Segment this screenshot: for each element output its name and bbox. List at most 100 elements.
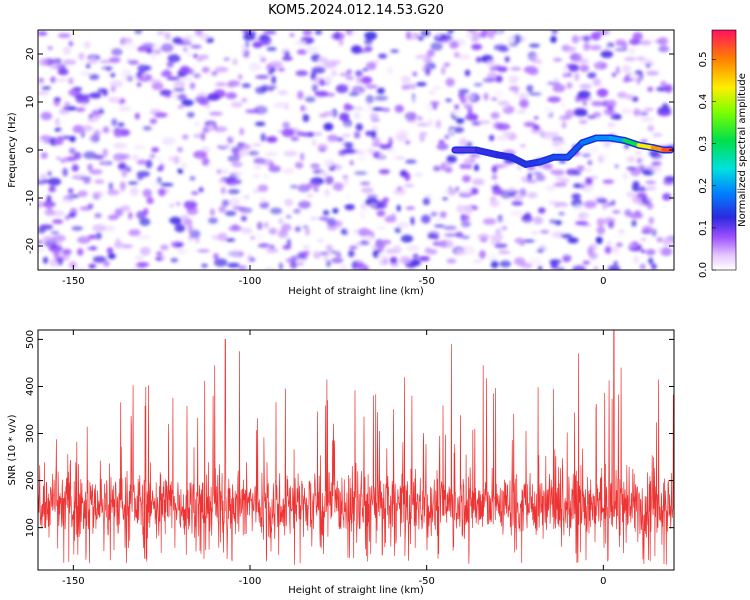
noise-blob (38, 91, 50, 95)
noise-blob (637, 244, 642, 250)
noise-blob (94, 213, 102, 219)
noise-blob (551, 169, 565, 176)
noise-blob (83, 179, 91, 184)
noise-blob (445, 77, 455, 87)
noise-blob (552, 84, 566, 93)
noise-blob (252, 189, 261, 193)
noise-blob (662, 193, 672, 201)
noise-blob (136, 82, 142, 87)
noise-blob (345, 75, 354, 80)
noise-blob (647, 125, 655, 132)
noise-blob (313, 251, 322, 259)
signal-track-segment (509, 155, 528, 167)
noise-blob (502, 226, 507, 230)
noise-blob (317, 239, 325, 243)
noise-blob (297, 90, 304, 100)
noise-blob (313, 187, 319, 192)
noise-blob (571, 193, 581, 200)
noise-blob (349, 245, 358, 250)
noise-blob (589, 44, 602, 51)
noise-blob (230, 101, 243, 108)
noise-blob (450, 34, 464, 39)
noise-blob (582, 101, 587, 107)
noise-blob (587, 160, 593, 166)
noise-blob (268, 227, 278, 235)
noise-blob (335, 84, 349, 94)
noise-blob (490, 239, 496, 245)
noise-blob (574, 204, 585, 211)
y-tick-label: 20 (25, 48, 36, 61)
noise-blob (514, 237, 525, 244)
noise-blob (168, 156, 174, 162)
noise-blob (446, 155, 458, 163)
noise-blob (626, 166, 637, 171)
spectrogram-x-label: Height of straight line (km) (288, 286, 424, 297)
noise-blob (42, 236, 56, 242)
noise-blob (173, 88, 185, 92)
noise-blob (492, 187, 503, 195)
noise-blob (211, 71, 218, 76)
noise-blob (300, 105, 305, 112)
noise-blob (460, 235, 470, 239)
noise-blob (405, 31, 412, 40)
noise-blob (72, 125, 84, 134)
noise-blob (156, 31, 165, 35)
noise-blob (128, 60, 140, 65)
noise-blob (418, 36, 424, 41)
noise-blob (167, 54, 181, 63)
noise-blob (310, 216, 318, 221)
y-tick-label: 10 (25, 96, 36, 109)
noise-blob (414, 172, 424, 177)
noise-blob (365, 130, 373, 137)
noise-blob (62, 167, 68, 177)
x-tick-label: 0 (600, 276, 606, 287)
snr-panel: -150 -100 -50 0 100 200 300 400 500 Height of s… (7, 329, 675, 596)
noise-blob (285, 215, 292, 219)
x-tick-label: -150 (62, 276, 85, 287)
noise-blob (628, 242, 634, 250)
noise-blob (405, 140, 411, 145)
noise-blob (277, 67, 286, 72)
noise-blob (551, 30, 558, 35)
noise-blob (217, 180, 226, 184)
noise-blob (323, 253, 329, 262)
noise-blob (55, 117, 60, 127)
noise-blob (87, 234, 98, 240)
noise-blob (114, 208, 124, 217)
noise-blob (587, 72, 597, 79)
noise-blob (221, 199, 230, 207)
noise-blob (644, 107, 654, 112)
noise-blob (607, 122, 614, 129)
noise-blob (455, 186, 460, 192)
noise-blob (60, 128, 65, 138)
noise-blob (343, 105, 354, 111)
noise-blob (121, 169, 128, 178)
noise-blob (399, 169, 408, 178)
noise-blob (92, 256, 107, 263)
noise-blob (307, 132, 314, 137)
snr-y-label: SNR (10 * v/v) (7, 414, 18, 485)
noise-blob (421, 214, 431, 224)
noise-blob (297, 184, 311, 193)
noise-blob (472, 259, 483, 264)
noise-blob (375, 59, 380, 64)
noise-blob (394, 104, 404, 113)
noise-blob (533, 216, 544, 225)
noise-blob (120, 205, 131, 212)
noise-blob (591, 176, 598, 180)
noise-blob (432, 103, 438, 110)
noise-blob (121, 69, 132, 78)
noise-blob (322, 174, 328, 178)
noise-blob (224, 210, 237, 216)
noise-blob (216, 169, 222, 175)
noise-blob (443, 161, 453, 167)
noise-blob (174, 224, 186, 233)
noise-blob (354, 106, 364, 111)
noise-blob (103, 160, 108, 166)
noise-blob (89, 92, 102, 99)
noise-blob (209, 111, 223, 116)
noise-blob (119, 181, 126, 190)
noise-blob (365, 84, 378, 89)
noise-blob (449, 189, 457, 194)
